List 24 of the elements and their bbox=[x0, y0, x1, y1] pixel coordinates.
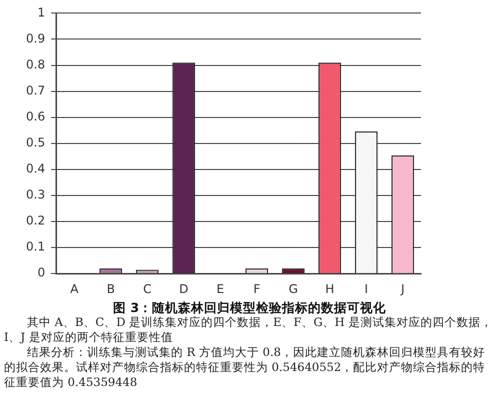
x-tick-label: C bbox=[143, 282, 152, 296]
x-tick-label: I bbox=[364, 282, 368, 296]
y-tick-label: 0.4 bbox=[26, 162, 46, 176]
y-tick-label: 0.6 bbox=[26, 109, 46, 124]
y-tick-label: 0.1 bbox=[26, 240, 46, 254]
x-tick-label: D bbox=[179, 282, 188, 296]
y-tick-label: 0.8 bbox=[26, 57, 46, 72]
y-tick-label: 1 bbox=[37, 5, 46, 20]
x-tick-label: A bbox=[70, 282, 80, 296]
x-tick-label: G bbox=[288, 282, 298, 296]
text: 图 3：随机森林回归模型检验指标的数据可视化 bbox=[112, 300, 388, 315]
x-tick-label: B bbox=[106, 282, 115, 296]
text: 结果分析：训练集与测试集的 R 方值均大于 0.8，因此建立随机森林回归模型具有较好的拟合效果。试样对产物综合指标的特征重要性为 0.54640552，配比对产物综合指标的特征重要值为 0.45359448 bbox=[4, 345, 486, 390]
x-tick-label: H bbox=[325, 282, 334, 296]
y-tick-label: 0.3 bbox=[26, 188, 46, 202]
y-tick-label: 0.7 bbox=[26, 83, 46, 98]
y-tick-label: 0.9 bbox=[26, 31, 46, 46]
x-tick-label: J bbox=[400, 282, 405, 296]
x-tick-label: E bbox=[216, 282, 224, 296]
y-tick-label: 0.2 bbox=[26, 214, 46, 228]
x-tick-label: F bbox=[253, 282, 260, 296]
y-tick-label: 0 bbox=[37, 266, 46, 280]
text: 其中 A、B、C、D 是训练集对应的四个数据，E、F、G、H 是测试集对应的四个数据，I、J 是对应的两个特征重要性值 bbox=[4, 315, 494, 345]
y-tick-label: 0.5 bbox=[26, 136, 46, 150]
